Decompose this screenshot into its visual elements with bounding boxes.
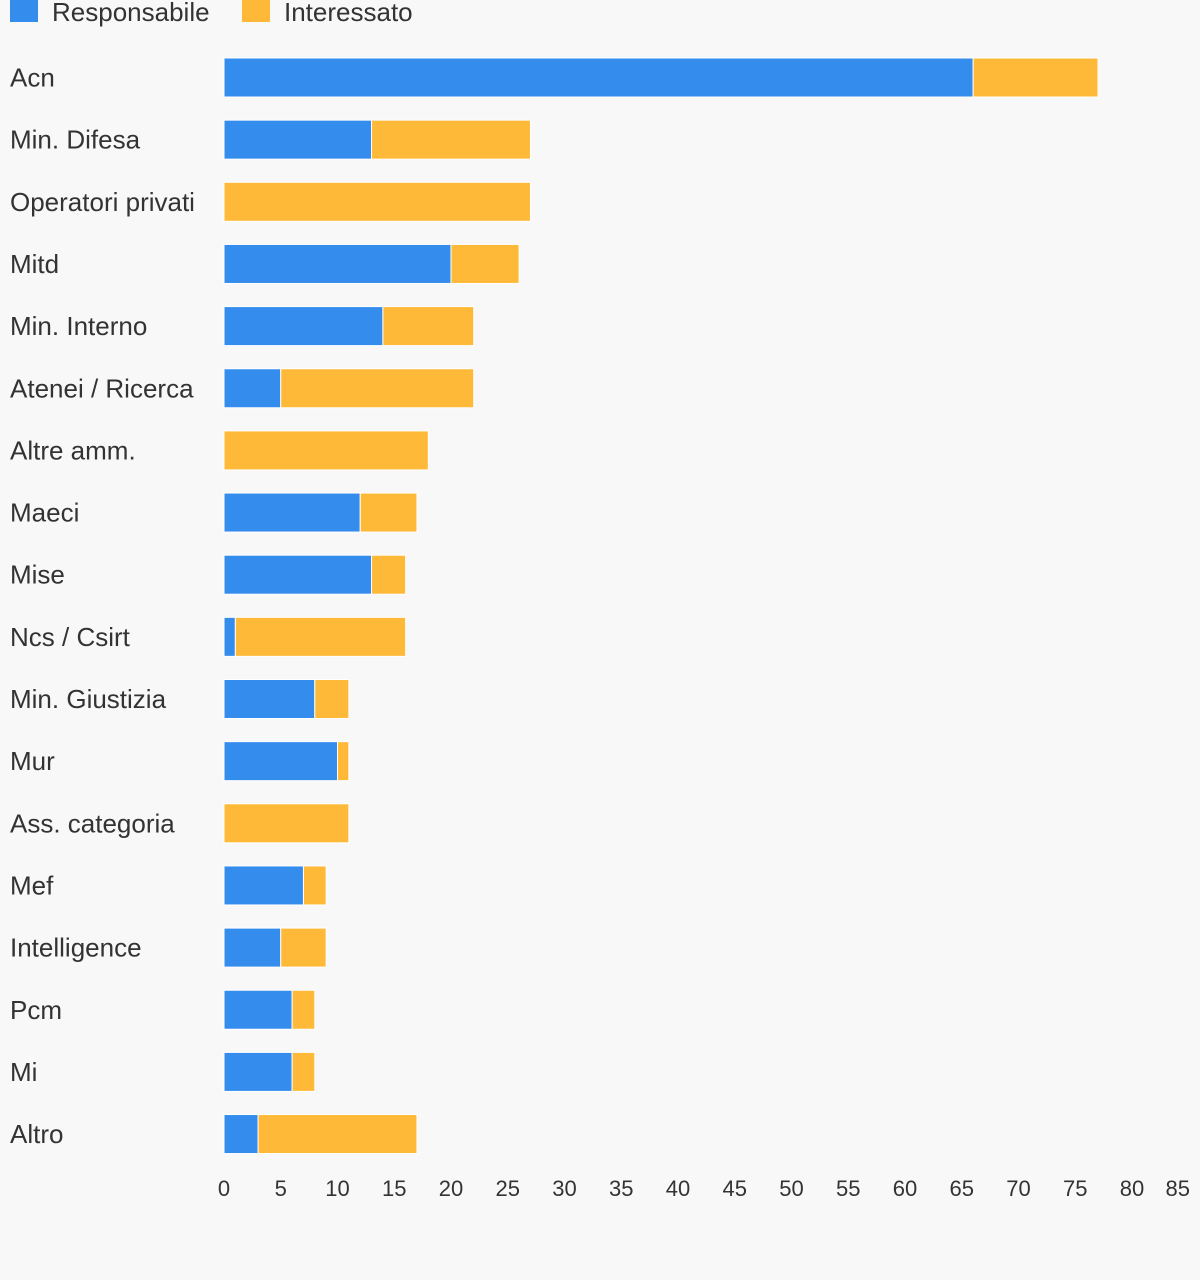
x-tick-label: 0 bbox=[218, 1176, 230, 1201]
x-tick-label: 25 bbox=[496, 1176, 520, 1201]
category-label: Mur bbox=[10, 746, 55, 776]
bar-responsabile bbox=[223, 554, 373, 595]
bar-interessato bbox=[972, 57, 1099, 98]
legend: Responsabile Interessato bbox=[10, 0, 413, 27]
bar-responsabile bbox=[223, 1114, 259, 1155]
x-tick-label: 65 bbox=[950, 1176, 974, 1201]
bar-responsabile bbox=[223, 119, 373, 160]
x-tick-label: 75 bbox=[1063, 1176, 1087, 1201]
bar-interessato bbox=[371, 119, 531, 160]
category-label: Min. Interno bbox=[10, 311, 147, 341]
category-label: Min. Giustizia bbox=[10, 684, 167, 714]
legend-label-interessato: Interessato bbox=[284, 0, 413, 27]
bar-responsabile bbox=[223, 1051, 293, 1092]
category-label: Altre amm. bbox=[10, 435, 136, 465]
x-axis: 0 5 10 15 20 25 30 35 40 45 50 55 60 65 70 75 80 85 bbox=[218, 1176, 1190, 1201]
category-label: Mise bbox=[10, 560, 65, 590]
bar-responsabile bbox=[223, 492, 361, 533]
bar-interessato bbox=[257, 1114, 418, 1155]
category-label: Intelligence bbox=[10, 933, 142, 963]
x-tick-label: 60 bbox=[893, 1176, 917, 1201]
bar-responsabile bbox=[223, 741, 339, 782]
x-tick-label: 70 bbox=[1006, 1176, 1030, 1201]
x-tick-label: 20 bbox=[439, 1176, 463, 1201]
bar-interessato bbox=[371, 554, 407, 595]
bar-responsabile bbox=[223, 865, 304, 906]
legend-swatch-interessato bbox=[242, 0, 270, 22]
bar-responsabile bbox=[223, 989, 293, 1030]
bar-interessato bbox=[302, 865, 327, 906]
bar-responsabile bbox=[223, 679, 316, 719]
category-label: Operatori privati bbox=[10, 187, 195, 217]
category-label: Acn bbox=[10, 63, 55, 93]
bar-interessato bbox=[359, 492, 418, 533]
category-label: Mitd bbox=[10, 249, 59, 279]
x-tick-label: 80 bbox=[1120, 1176, 1144, 1201]
x-tick-label: 85 bbox=[1166, 1176, 1190, 1201]
bar-responsabile bbox=[223, 306, 384, 347]
bar-interessato bbox=[223, 803, 350, 844]
bar-interessato bbox=[450, 243, 520, 284]
bar-interessato bbox=[223, 430, 429, 471]
category-label: Min. Difesa bbox=[10, 125, 141, 155]
bar-interessato bbox=[291, 989, 316, 1030]
bar-responsabile bbox=[223, 368, 282, 409]
legend-label-responsabile: Responsabile bbox=[52, 0, 210, 27]
bar-interessato bbox=[280, 368, 475, 409]
category-labels: Acn Min. Difesa Operatori privati Mitd Min. … bbox=[10, 63, 195, 1150]
bar-interessato bbox=[223, 181, 531, 222]
category-label: Ass. categoria bbox=[10, 808, 175, 838]
category-label: Mef bbox=[10, 870, 54, 900]
x-tick-label: 40 bbox=[666, 1176, 690, 1201]
bar-responsabile bbox=[223, 57, 974, 98]
x-tick-label: 5 bbox=[275, 1176, 287, 1201]
bar-responsabile bbox=[223, 927, 282, 968]
bar-interessato bbox=[234, 616, 407, 657]
category-label: Maeci bbox=[10, 498, 79, 528]
bars bbox=[223, 57, 1099, 1155]
x-tick-label: 45 bbox=[723, 1176, 747, 1201]
bar-interessato bbox=[382, 306, 475, 347]
bar-interessato bbox=[314, 679, 350, 719]
x-tick-label: 30 bbox=[552, 1176, 576, 1201]
legend-swatch-responsabile bbox=[10, 0, 38, 22]
bar-responsabile bbox=[223, 616, 236, 657]
category-label: Pcm bbox=[10, 995, 62, 1025]
category-label: Altro bbox=[10, 1119, 63, 1149]
bar-interessato bbox=[280, 927, 327, 968]
x-tick-label: 55 bbox=[836, 1176, 860, 1201]
x-tick-label: 50 bbox=[779, 1176, 803, 1201]
bar-responsabile bbox=[223, 243, 452, 284]
x-tick-label: 35 bbox=[609, 1176, 633, 1201]
category-label: Mi bbox=[10, 1057, 37, 1087]
category-label: Atenei / Ricerca bbox=[10, 373, 194, 403]
bar-interessato bbox=[291, 1051, 316, 1092]
x-tick-label: 10 bbox=[325, 1176, 349, 1201]
x-tick-label: 15 bbox=[382, 1176, 406, 1201]
category-label: Ncs / Csirt bbox=[10, 622, 131, 652]
bar-interessato bbox=[337, 741, 350, 782]
